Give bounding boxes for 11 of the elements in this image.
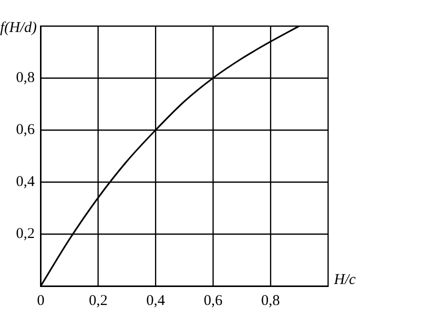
y-tick-label: 0,6	[16, 122, 36, 138]
x-tick-label: 0,2	[88, 292, 108, 309]
y-tick-label: 0,8	[16, 70, 35, 86]
x-tick-label: 0,4	[146, 292, 166, 309]
x-tick-label: 0,8	[261, 292, 280, 309]
x-axis-title: H/c	[333, 272, 356, 288]
x-tick-label: 0,6	[204, 292, 223, 309]
y-tick-label: 0,4	[16, 174, 36, 190]
x-tick-label: 0	[37, 292, 44, 309]
y-axis-title: f(H/d)	[0, 20, 37, 36]
y-tick-label: 0,2	[16, 226, 35, 242]
